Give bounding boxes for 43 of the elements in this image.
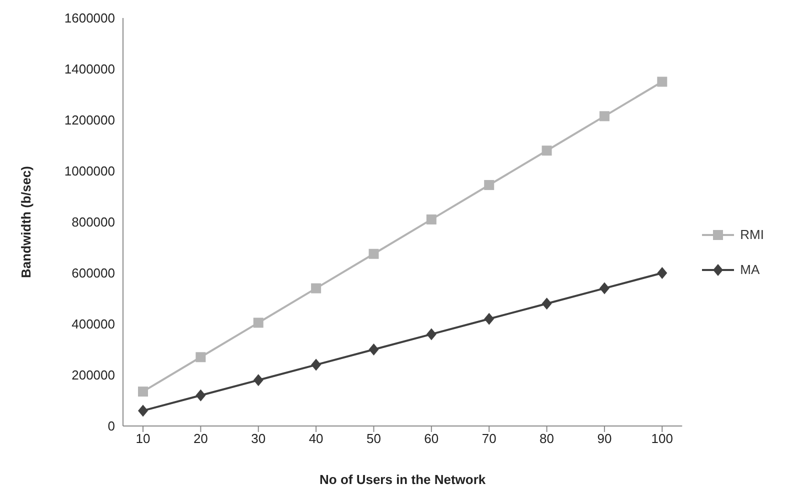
y-tick-label: 200000 <box>72 368 115 383</box>
y-axis-title: Bandwidth (b/sec) <box>18 166 34 278</box>
point <box>542 146 552 156</box>
x-axis-title: No of Users in the Network <box>320 472 486 487</box>
x-tick-label: 70 <box>482 431 496 446</box>
point <box>138 386 148 397</box>
point <box>599 282 610 294</box>
legend-label: RMI <box>740 227 764 242</box>
x-tick-label: 10 <box>136 431 150 446</box>
y-tick-label: 600000 <box>72 266 115 281</box>
y-tick-label: 400000 <box>72 316 115 332</box>
x-tick-label: 100 <box>651 431 674 446</box>
point <box>599 111 610 122</box>
point <box>253 374 264 386</box>
point <box>657 267 668 279</box>
y-tick-label: 800000 <box>72 214 115 230</box>
point <box>542 298 552 310</box>
legend-label: MA <box>740 262 760 277</box>
point <box>368 248 379 259</box>
point <box>426 328 436 340</box>
point <box>657 76 668 87</box>
point <box>196 352 206 362</box>
y-tick-label: 0 <box>108 418 115 434</box>
x-tick-label: 40 <box>308 431 324 446</box>
y-tick-label: 1200000 <box>64 112 115 128</box>
point <box>426 214 436 224</box>
point <box>484 180 494 190</box>
x-tick-label: 90 <box>597 431 612 446</box>
point <box>253 318 264 328</box>
point <box>138 404 148 417</box>
x-tick-label: 50 <box>366 431 381 446</box>
x-tick-label: 80 <box>540 431 554 446</box>
point <box>311 358 322 371</box>
point <box>484 312 494 325</box>
x-tick-label: 60 <box>424 431 439 446</box>
x-tick-label: 30 <box>251 431 266 446</box>
point <box>196 389 206 402</box>
y-tick-label: 1400000 <box>64 62 115 77</box>
point <box>311 283 322 294</box>
y-tick-label: 1600000 <box>64 10 115 26</box>
x-tick-label: 20 <box>193 431 208 446</box>
point <box>368 344 379 356</box>
y-tick-label: 1000000 <box>64 164 115 179</box>
